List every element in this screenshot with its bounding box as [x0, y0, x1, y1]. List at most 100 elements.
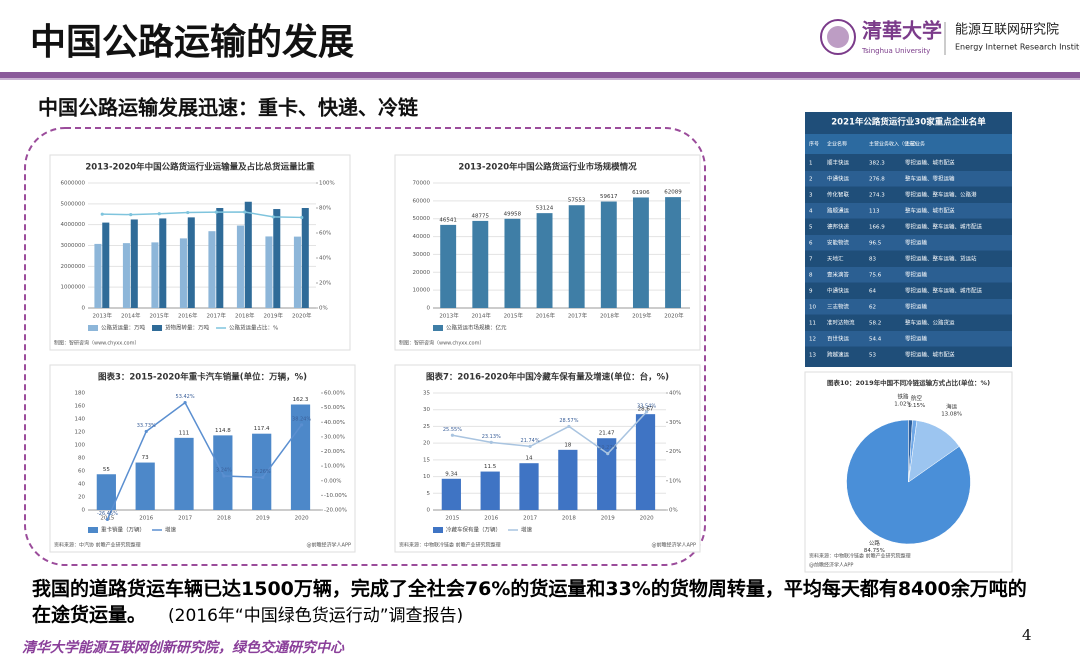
- bar: [151, 242, 159, 308]
- table-cell: 382.3: [869, 161, 885, 167]
- summary: 我国的道路货运车辆已达1500万辆，完成了全社会76%的货运量和33%的货物周转…: [32, 576, 1042, 629]
- line: [452, 411, 648, 455]
- table-cell: 4: [809, 209, 813, 215]
- table-cell: 跨越速运: [827, 351, 850, 359]
- line-point: [186, 210, 190, 215]
- table-cell: 整车运输、零担运输: [905, 175, 955, 183]
- y2-tick-label: 10.00%: [324, 464, 345, 470]
- legend-label: 货物周转量：万吨: [165, 324, 210, 332]
- bar: [293, 236, 301, 308]
- pie-value-label: 1.15%: [908, 403, 925, 409]
- table-cell: 三志物流: [827, 303, 850, 311]
- table-cell: 58.2: [869, 321, 881, 327]
- table-header-bg: [805, 134, 1012, 154]
- y-tick-label: 60: [78, 469, 85, 475]
- y-tick-label: 180: [75, 391, 86, 397]
- table-cell: 53: [869, 353, 876, 359]
- bar: [558, 449, 578, 510]
- data-label: 9.34: [445, 471, 458, 477]
- chart-source: 资料来源：中物联冷链委 前瞻产业研究院整理: [399, 542, 501, 549]
- x-tick-label: 2016: [484, 516, 498, 522]
- y-tick-label: 20: [78, 495, 85, 501]
- data-label: 53124: [536, 206, 554, 212]
- x-tick-label: 2018: [217, 516, 231, 522]
- table-cell: 零担运输: [905, 271, 928, 279]
- legend-swatch: [88, 325, 98, 331]
- table-cell: 整车运输、城市配送: [905, 207, 955, 215]
- chart-source-2: @前瞻经济学人APP: [307, 542, 351, 549]
- bar: [440, 224, 457, 308]
- y2-tick-label: 30.00%: [324, 434, 345, 440]
- x-tick-label: 2015年: [150, 312, 170, 320]
- table-cell: 中通快运: [827, 175, 850, 183]
- x-tick-label: 2017年: [207, 312, 227, 320]
- y2-tick-label: 0%: [319, 306, 328, 312]
- x-tick-label: 2015: [445, 516, 459, 522]
- table-cell: 3: [809, 193, 813, 199]
- table-cell: 12: [809, 337, 816, 343]
- line-label: 28.57%: [559, 418, 578, 424]
- table-cell: 德邦快递: [827, 223, 850, 231]
- table-cell: 零担运输: [905, 303, 928, 311]
- chart-title: 2013-2020年中国公路货运行业市场规模情况: [458, 162, 637, 173]
- line-label: -26.45%: [97, 511, 118, 517]
- data-label: 49958: [504, 211, 522, 217]
- pie-label: 航空: [911, 394, 923, 402]
- data-label: 46541: [439, 217, 457, 223]
- y2-tick-label: 0.00%: [324, 478, 341, 484]
- bar: [635, 414, 656, 510]
- table-cell: 传化智联: [827, 191, 850, 199]
- chart-source-2: @前瞻经济学人APP: [809, 562, 853, 569]
- table-cell: 5: [809, 225, 813, 231]
- y-tick-label: 140: [75, 417, 86, 423]
- y-tick-label: 15: [423, 457, 430, 463]
- pie-label: 铁路: [897, 393, 909, 401]
- table-header: 序号: [809, 141, 819, 148]
- line-point: [300, 215, 304, 220]
- line-label: 33.73%: [137, 423, 156, 429]
- pie-value-label: 1.02%: [894, 402, 911, 408]
- line-label: 38.24%: [292, 416, 311, 422]
- chart-source: 制图：智研咨询（www.chyxx.com）: [54, 340, 139, 347]
- y-tick-label: 0: [82, 508, 86, 514]
- table-cell: 166.9: [869, 225, 885, 231]
- institute-en: Energy Internet Research Institute: [955, 43, 1080, 52]
- table-cell: 6: [809, 241, 813, 247]
- table-row-bg: [805, 299, 1012, 315]
- line-point: [644, 410, 649, 414]
- line-point: [299, 423, 304, 427]
- table-row-bg: [805, 267, 1012, 283]
- bar: [102, 222, 110, 308]
- pie-label: 公路: [869, 539, 881, 547]
- y-tick-label: 35: [423, 391, 430, 397]
- y-tick-label: 0: [427, 508, 431, 514]
- bar: [135, 462, 155, 510]
- summary-note: (2016年“中国绿色货运行动”调查报告): [168, 606, 464, 626]
- y-tick-label: 6000000: [61, 181, 86, 187]
- line-label: 19.27%: [598, 445, 617, 451]
- bar: [236, 225, 244, 308]
- data-label: 162.3: [293, 397, 309, 403]
- line-point: [222, 474, 226, 478]
- legend-swatch: [433, 527, 443, 533]
- x-tick-label: 2019: [601, 516, 615, 522]
- y2-tick-label: 20%: [669, 449, 681, 455]
- table-cell: 整车运输、公路货运: [905, 319, 955, 327]
- table-cell: 75.6: [869, 273, 882, 279]
- legend-swatch: [433, 325, 443, 331]
- bar: [208, 231, 216, 308]
- x-tick-label: 2016年: [536, 312, 556, 320]
- x-tick-label: 2013年: [93, 312, 113, 320]
- line-label: 2.26%: [255, 469, 271, 475]
- x-tick-label: 2013年: [439, 312, 459, 320]
- x-tick-label: 2020年: [292, 312, 312, 320]
- line-point: [243, 210, 247, 214]
- y2-tick-label: 40%: [319, 256, 331, 262]
- bar: [179, 238, 187, 308]
- pie-label: 海运: [946, 403, 958, 411]
- table-row-bg: [805, 251, 1012, 267]
- x-tick-label: 2018: [562, 516, 576, 522]
- pie-value-label: 13.08%: [941, 412, 962, 418]
- line-point: [567, 424, 571, 429]
- bar: [597, 438, 617, 510]
